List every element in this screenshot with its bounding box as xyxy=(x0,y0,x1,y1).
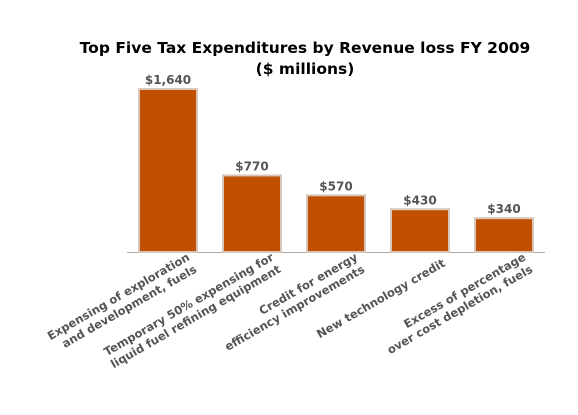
x-tick-label-5-line-1: Excess of percentage xyxy=(401,250,528,331)
bar-2 xyxy=(222,174,282,253)
data-label-3: $570 xyxy=(319,179,352,193)
data-label-2: $770 xyxy=(235,159,268,173)
bars-group xyxy=(138,88,534,254)
data-label-1: $1,640 xyxy=(145,73,191,87)
data-labels-group: $1,640 $770 $570 $430 $340 xyxy=(145,73,521,216)
bar-4 xyxy=(390,208,450,253)
bar-3 xyxy=(306,194,366,254)
bar-5 xyxy=(474,217,534,254)
chart-title: Top Five Tax Expenditures by Revenue los… xyxy=(79,39,531,57)
bar-1 xyxy=(138,88,198,253)
data-label-4: $430 xyxy=(403,193,436,207)
chart-subtitle: ($ millions) xyxy=(255,60,355,78)
data-label-5: $340 xyxy=(487,202,520,216)
